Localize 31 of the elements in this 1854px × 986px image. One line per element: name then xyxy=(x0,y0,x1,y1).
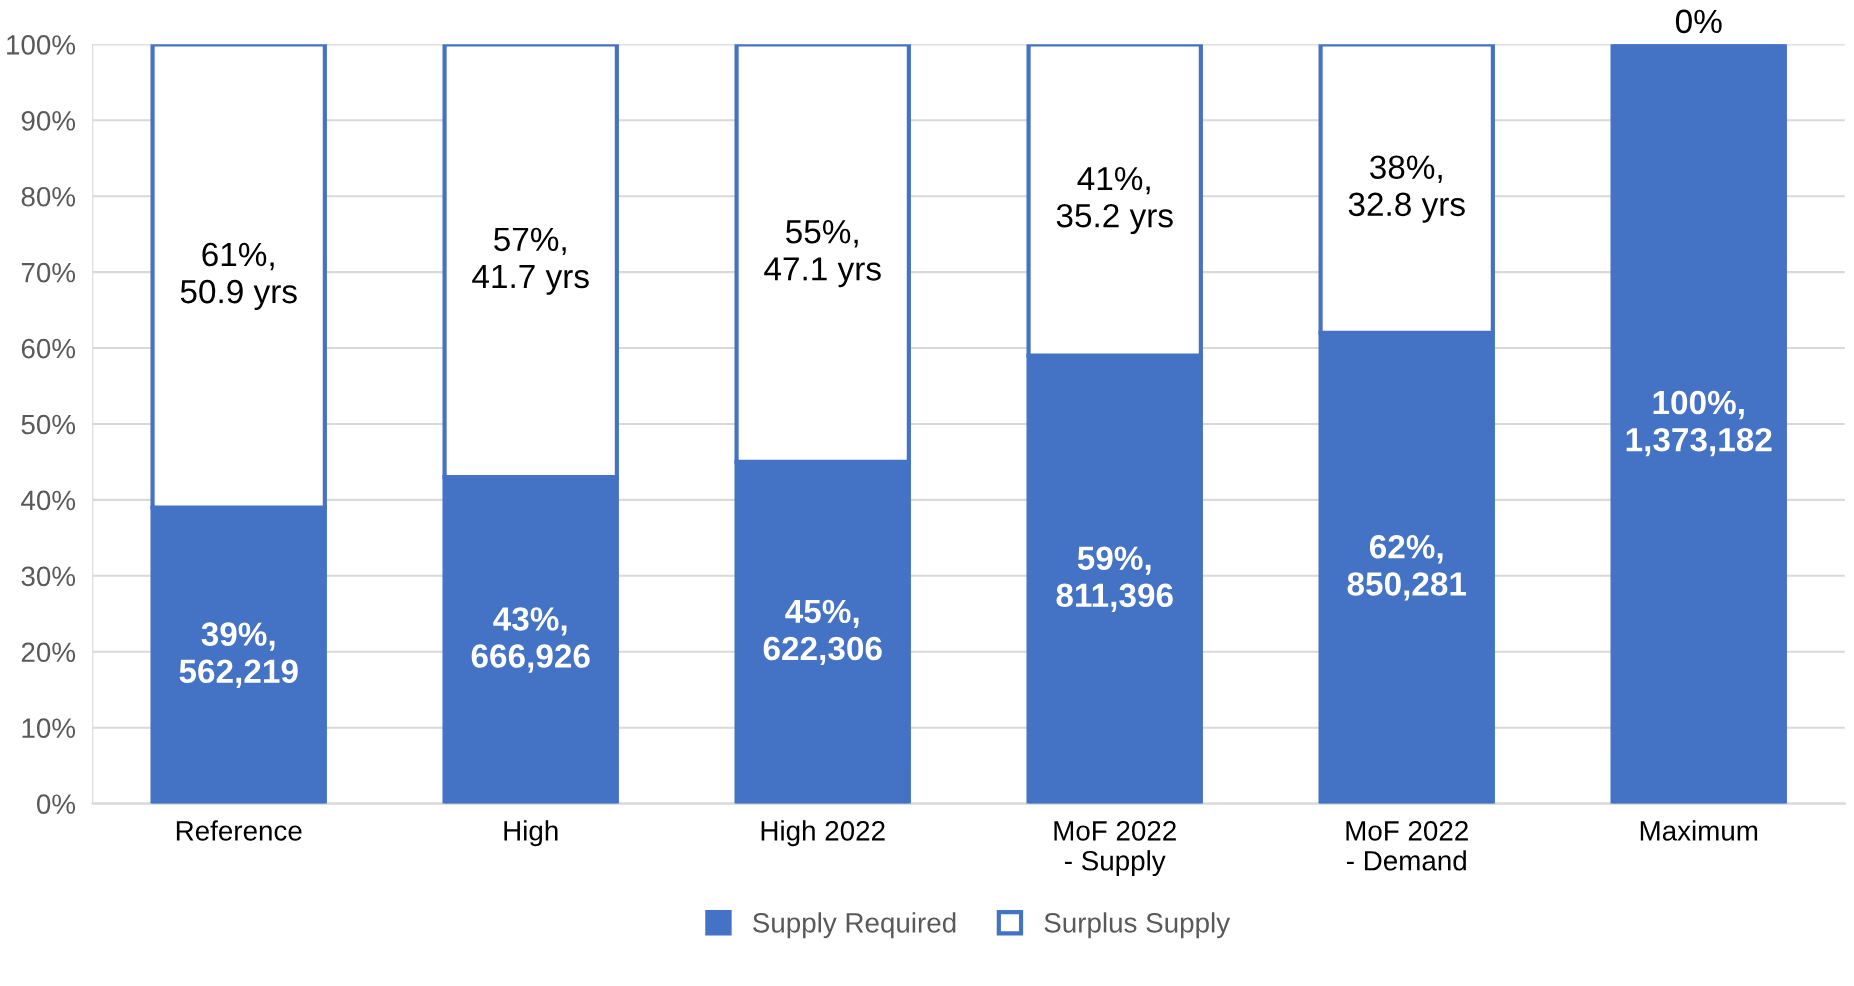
x-tick-label: Reference xyxy=(176,820,302,841)
x-tick-label: MoF 2022 - Demand xyxy=(1346,820,1468,871)
y-tick-label: 30% xyxy=(21,566,76,587)
data-label: 45%, 622,306 xyxy=(763,599,882,666)
data-label: 59%, 811,396 xyxy=(1056,546,1173,612)
y-tick-label: 100% xyxy=(7,35,76,55)
x-tick-label: High 2022 xyxy=(761,820,885,847)
x-tick-label: High xyxy=(504,820,558,847)
data-label: 61%, 50.9 yrs xyxy=(180,242,297,311)
data-label: 62%, 850,281 xyxy=(1347,535,1467,601)
y-tick-label: 40% xyxy=(21,490,76,511)
y-tick-label: 80% xyxy=(21,186,76,207)
y-tick-label: 50% xyxy=(21,414,76,435)
legend-label: Surplus Supply xyxy=(1044,912,1231,939)
y-tick-label: 60% xyxy=(21,338,76,359)
data-label: 55%, 47.1 yrs xyxy=(764,220,881,288)
data-label: 38%, 32.8 yrs xyxy=(1348,155,1465,223)
data-label: 100%, 1,373,182 xyxy=(1626,390,1772,457)
data-label: 39%, 562,219 xyxy=(179,622,298,688)
y-tick-label: 90% xyxy=(21,110,76,131)
data-label: 41%, 35.2 yrs xyxy=(1056,166,1173,235)
data-label: 57%, 41.7 yrs xyxy=(472,227,589,295)
x-tick-label: MoF 2022 - Supply xyxy=(1054,820,1176,877)
y-tick-label: 10% xyxy=(22,718,76,739)
data-label: 0% xyxy=(1675,9,1722,34)
y-tick-label: 70% xyxy=(21,262,76,283)
x-tick-label: Maximum xyxy=(1640,820,1758,841)
data-label: 43%, 666,926 xyxy=(471,607,590,673)
y-tick-label: 0% xyxy=(36,794,76,814)
legend-label: Supply Required xyxy=(753,912,956,939)
y-tick-label: 20% xyxy=(21,642,76,663)
